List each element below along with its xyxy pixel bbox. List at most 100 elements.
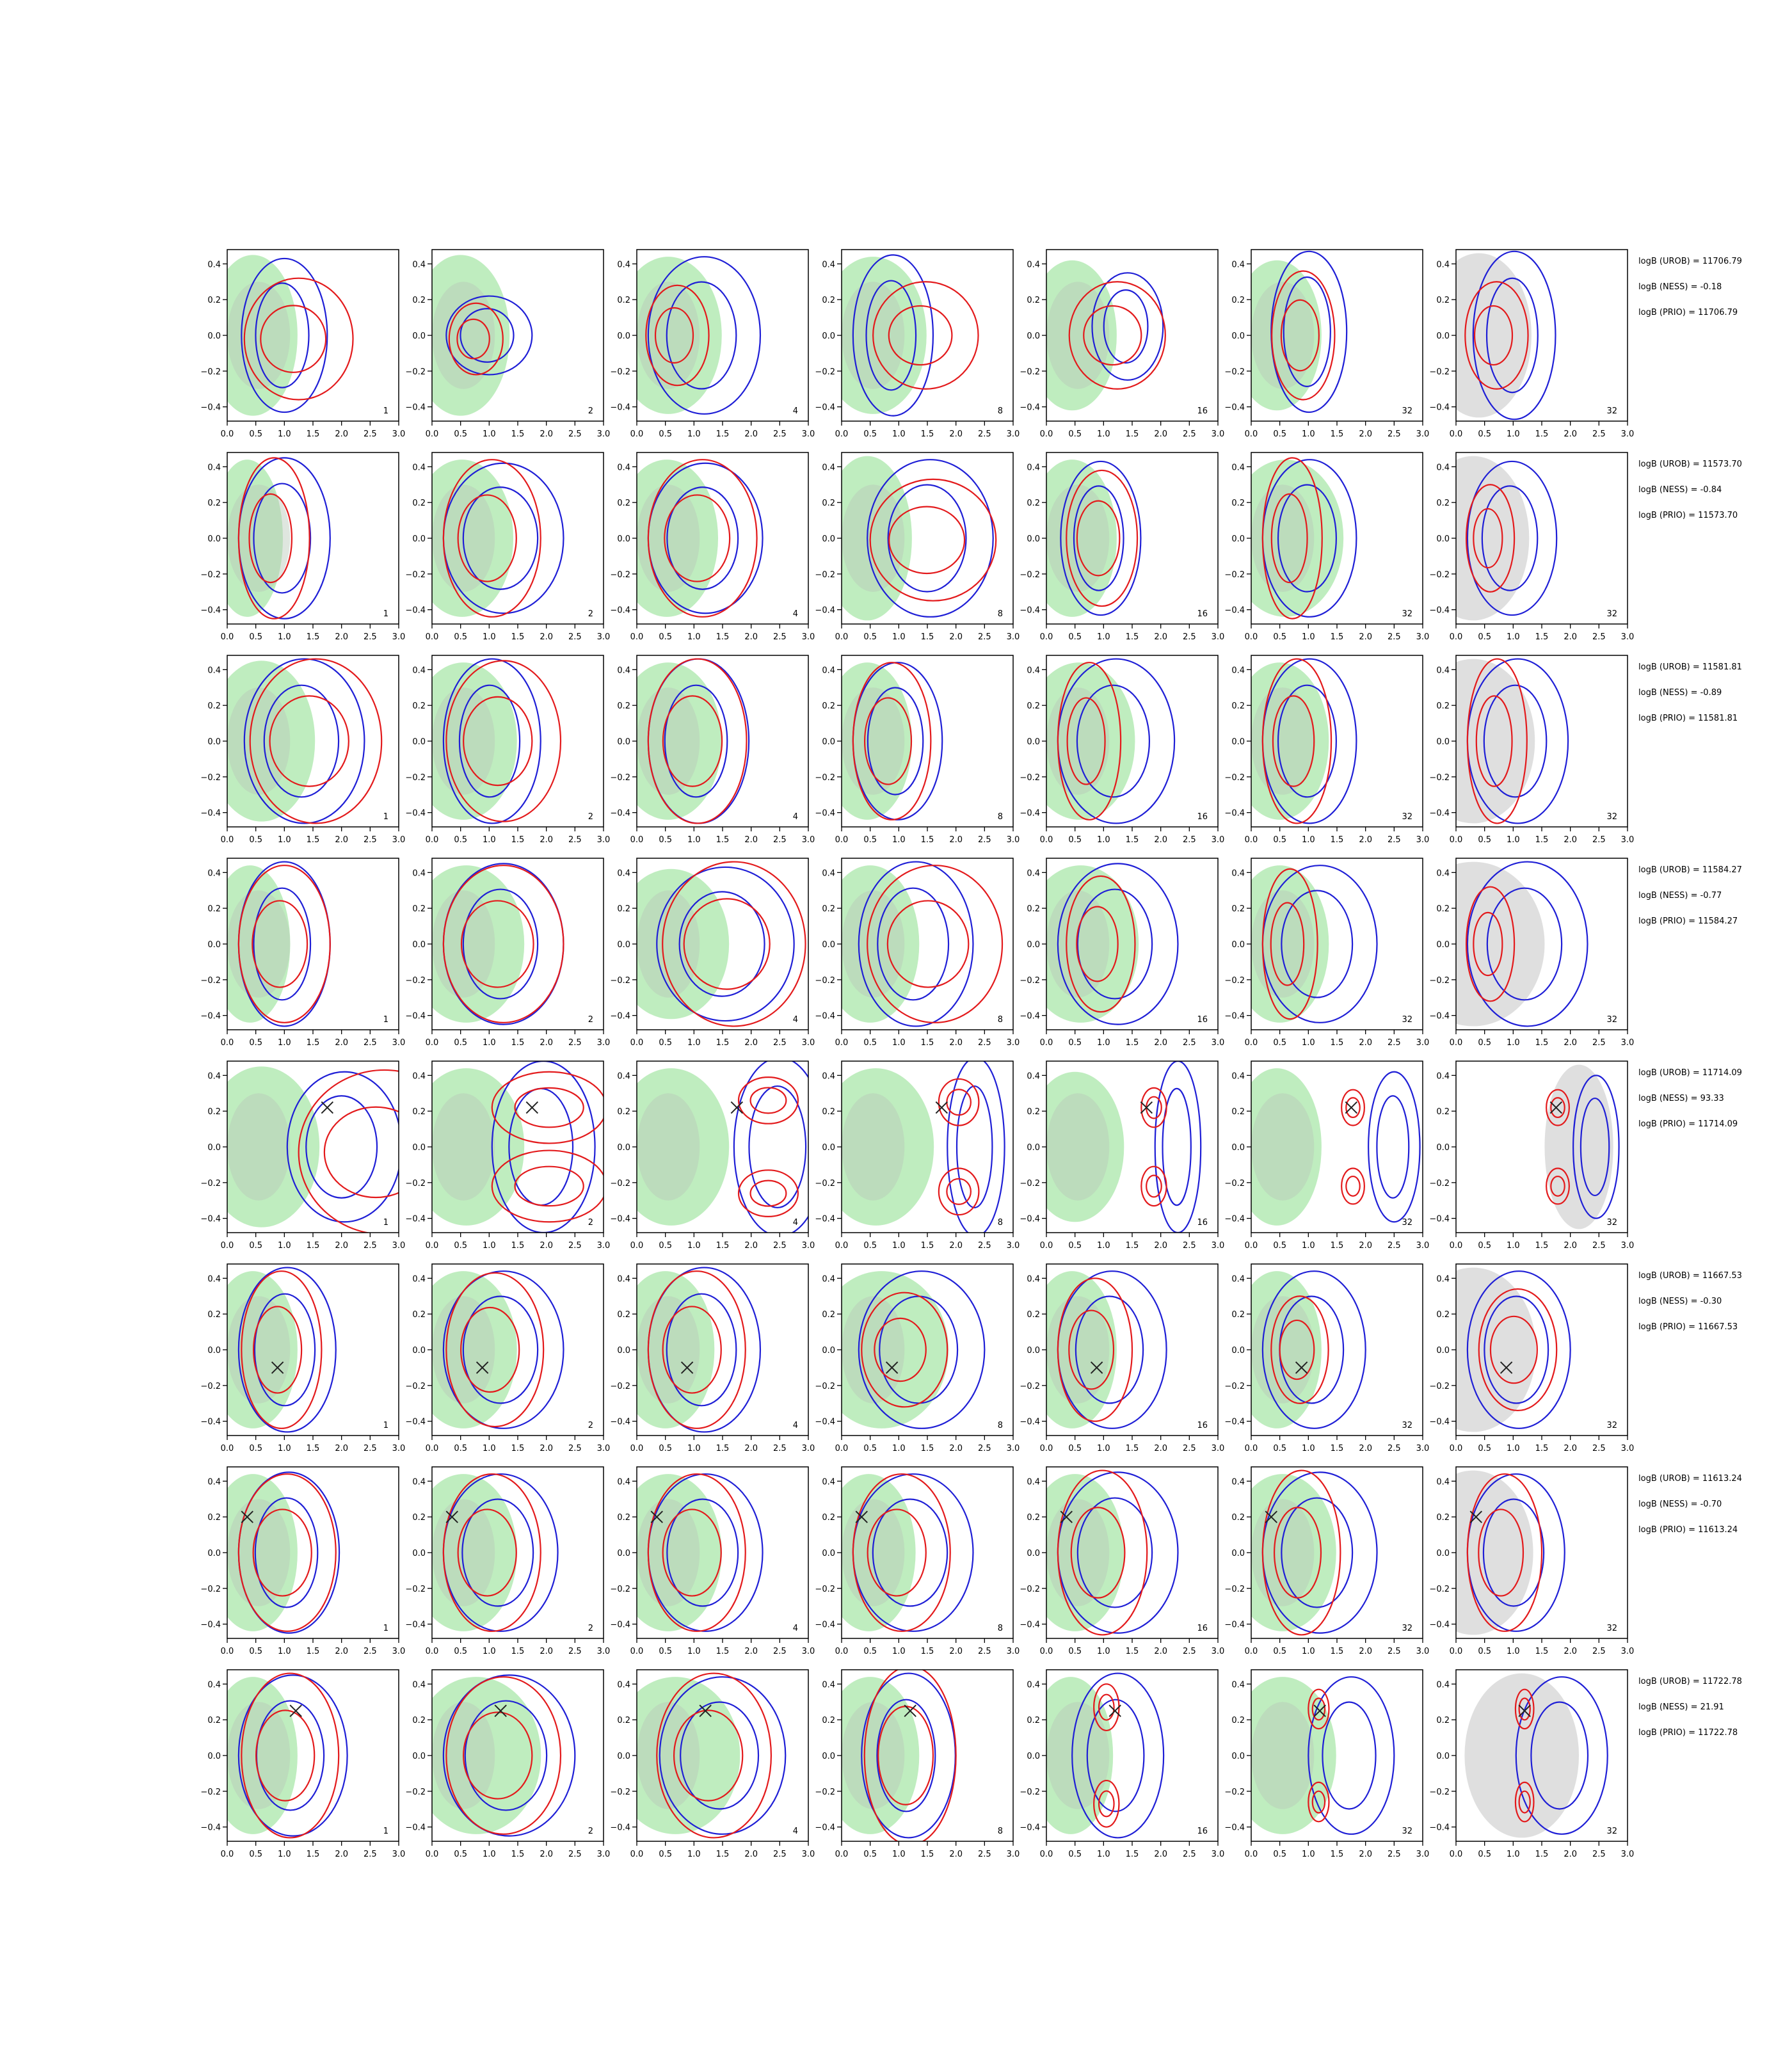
svg-text:1.5: 1.5 xyxy=(716,1444,730,1453)
svg-text:0.4: 0.4 xyxy=(1436,1680,1450,1690)
red-contour-inner xyxy=(1273,1507,1322,1599)
svg-text:3.0: 3.0 xyxy=(597,1850,611,1859)
x-tick: 3.0 xyxy=(1416,827,1429,845)
svg-text:1.5: 1.5 xyxy=(1535,1444,1549,1453)
x-tick: 0.5 xyxy=(659,1030,672,1048)
blue-contour-outer xyxy=(237,1674,348,1837)
x-tick: 1.0 xyxy=(687,624,701,642)
y-tick: 0.4 xyxy=(1231,260,1251,269)
y-tick: −0.2 xyxy=(1429,367,1456,377)
svg-text:0.4: 0.4 xyxy=(412,1477,426,1487)
svg-text:0.0: 0.0 xyxy=(1027,1752,1040,1761)
x-tick: 0.5 xyxy=(454,624,467,642)
logb-annotation: logB (NESS) = -0.70 xyxy=(1638,1500,1722,1509)
x-tick: 1.0 xyxy=(278,1233,291,1251)
x-tick: 1.5 xyxy=(716,1638,729,1656)
y-tick: −0.2 xyxy=(815,1179,842,1188)
x-tick: 0.0 xyxy=(426,1436,438,1453)
y-tick: −0.2 xyxy=(1224,1585,1251,1594)
x-tick: 2.5 xyxy=(1388,1638,1401,1656)
subplot: 0.0 0.5 1.0 1.5 2.0 2.5 3.00.40.20.0−0.2−0.4 16 xyxy=(1020,249,1224,439)
red-contour-inner xyxy=(1518,1790,1531,1814)
x-tick: 3.0 xyxy=(1007,624,1020,642)
svg-text:0.5: 0.5 xyxy=(1273,1647,1286,1656)
x-tick: 3.0 xyxy=(802,1436,815,1453)
x-tick: 2.0 xyxy=(335,1841,348,1859)
inner-density-fill xyxy=(1046,1093,1110,1201)
x-tick: 2.5 xyxy=(364,1030,377,1048)
subplot: 0.0 0.5 1.0 1.5 2.0 2.5 3.00.40.20.0−0.2−0.4 8 xyxy=(815,1466,1020,1656)
svg-text:0.5: 0.5 xyxy=(659,1038,672,1048)
svg-text:−0.4: −0.4 xyxy=(405,606,426,616)
svg-text:0.0: 0.0 xyxy=(835,1241,849,1251)
svg-text:0.2: 0.2 xyxy=(412,499,426,508)
inner-density-fill xyxy=(227,687,291,795)
svg-text:1.0: 1.0 xyxy=(892,429,906,439)
y-tick: 0.4 xyxy=(1436,1477,1456,1487)
prior-fill xyxy=(1544,1064,1613,1229)
subplot: 0.0 0.5 1.0 1.5 2.0 2.5 3.00.40.20.0−0.2−0.4 2 xyxy=(405,858,610,1048)
x-tick: 1.0 xyxy=(892,1841,906,1859)
red-contour-outer xyxy=(445,660,562,822)
svg-text:0.0: 0.0 xyxy=(207,1752,221,1761)
svg-text:0.5: 0.5 xyxy=(1068,1444,1082,1453)
truth-marker xyxy=(445,1510,458,1523)
y-tick: 0.0 xyxy=(412,1143,432,1153)
svg-text:0.5: 0.5 xyxy=(659,632,672,642)
svg-text:−0.2: −0.2 xyxy=(610,976,630,986)
svg-text:−0.4: −0.4 xyxy=(200,1012,221,1021)
y-tick: −0.2 xyxy=(405,367,432,377)
y-tick: 0.0 xyxy=(207,332,227,341)
subplot: 0.0 0.5 1.0 1.5 2.0 2.5 3.00.40.20.0−0.2−0.4 8 xyxy=(815,1669,1020,1859)
svg-text:0.0: 0.0 xyxy=(1436,1143,1450,1153)
subplot: 0.0 0.5 1.0 1.5 2.0 2.5 3.00.40.20.0−0.2−0.4 1 xyxy=(200,1263,405,1453)
x-tick: 0.5 xyxy=(454,1233,467,1251)
svg-text:2.0: 2.0 xyxy=(1564,429,1577,439)
x-tick: 0.0 xyxy=(1040,1030,1053,1048)
panel-label: 32 xyxy=(1606,406,1617,416)
svg-text:0.0: 0.0 xyxy=(412,1549,426,1558)
x-tick: 2.0 xyxy=(335,421,348,439)
blue-contour-inner xyxy=(1281,890,1354,998)
panel-label: 4 xyxy=(793,1218,798,1228)
panel-row: 0.0 0.5 1.0 1.5 2.0 2.5 3.00.40.20.0−0.2−0.4 10… xyxy=(200,1466,1742,1656)
x-tick: 0.5 xyxy=(249,421,262,439)
svg-text:−0.4: −0.4 xyxy=(1020,1823,1040,1833)
blue-contour-outer xyxy=(286,1071,399,1223)
y-tick: −0.4 xyxy=(405,1620,432,1630)
inner-density-fill xyxy=(1046,282,1110,389)
inner-density-fill xyxy=(1046,687,1110,795)
y-tick: 0.2 xyxy=(617,904,637,914)
x-tick: 3.0 xyxy=(1212,827,1224,845)
red-contour-inner xyxy=(1478,1508,1524,1597)
svg-text:0.0: 0.0 xyxy=(1436,534,1450,544)
x-tick: 1.5 xyxy=(921,624,934,642)
subplot: 0.0 0.5 1.0 1.5 2.0 2.5 3.00.40.20.0−0.2−0.4 32 xyxy=(1224,249,1429,439)
logb-annotation: logB (PRIO) = 11573.70 xyxy=(1638,511,1738,520)
blue-contour-inner xyxy=(872,1498,948,1607)
x-tick: 2.5 xyxy=(568,1841,582,1859)
panel-label: 4 xyxy=(793,1015,798,1025)
svg-text:−0.4: −0.4 xyxy=(405,1215,426,1224)
svg-text:0.0: 0.0 xyxy=(1040,1850,1053,1859)
red-contour-outer xyxy=(852,1473,951,1632)
x-tick: 3.0 xyxy=(597,1638,610,1656)
svg-text:0.2: 0.2 xyxy=(207,1513,221,1523)
blue-contour-inner xyxy=(461,1498,534,1607)
svg-text:−0.2: −0.2 xyxy=(1020,976,1040,986)
density-fill xyxy=(432,865,525,1023)
svg-text:0.0: 0.0 xyxy=(426,429,439,439)
blue-contour-outer xyxy=(1472,250,1556,420)
red-contour-outer xyxy=(298,1069,399,1233)
y-tick: 0.2 xyxy=(1027,701,1046,711)
x-tick: 2.5 xyxy=(1183,421,1196,439)
x-tick: 0.5 xyxy=(1478,1638,1491,1656)
svg-text:1.5: 1.5 xyxy=(307,1647,320,1656)
svg-text:3.0: 3.0 xyxy=(392,1647,406,1656)
truth-marker xyxy=(1265,1510,1277,1523)
x-tick: 0.0 xyxy=(1450,624,1462,642)
x-tick: 2.5 xyxy=(1183,624,1196,642)
density-fill xyxy=(637,1677,740,1834)
x-tick: 0.5 xyxy=(1273,1436,1286,1453)
red-contour-inner xyxy=(1518,1697,1531,1721)
